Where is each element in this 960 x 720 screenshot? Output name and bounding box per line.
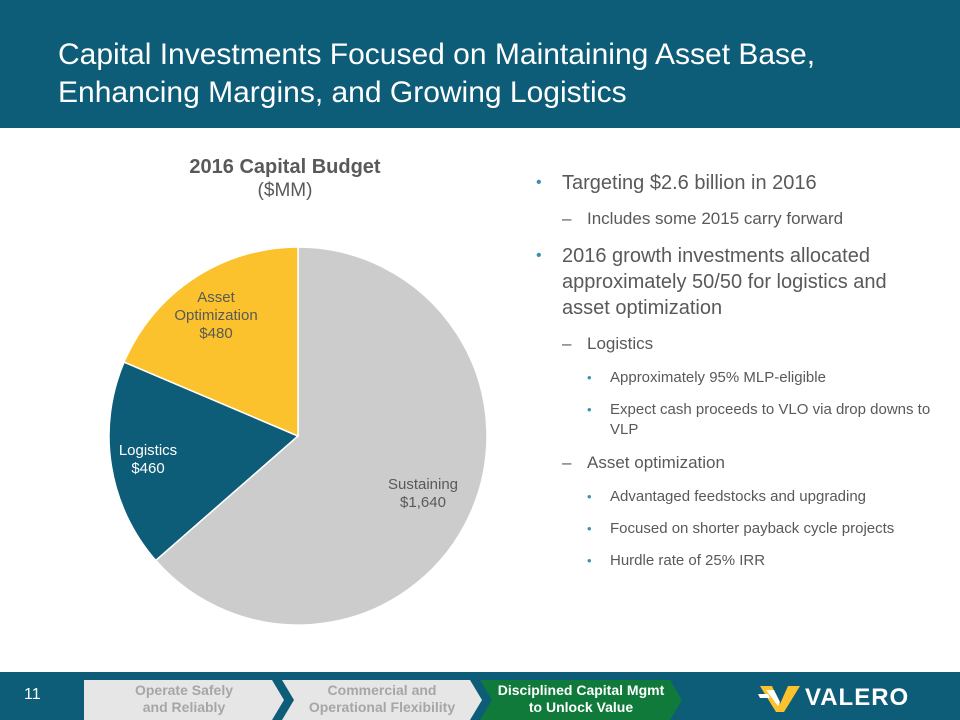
tab-label: Disciplined Capital Mgmt to Unlock Value (497, 682, 665, 715)
bullet-text: 2016 growth investments allocated approx… (562, 245, 887, 319)
dash-icon: – (562, 453, 572, 472)
bullet-text: Hurdle rate of 25% IRR (610, 552, 766, 569)
tab-label: Operate Safely and Reliably (134, 682, 234, 715)
chart-subtitle: ($MM) (257, 180, 313, 201)
asset-label-line-1: Asset (197, 289, 235, 306)
bullet-item: • 2016 growth investments allocated appro… (536, 243, 936, 321)
logistics-slice (108, 361, 300, 562)
tab-disciplined-capital[interactable]: Disciplined Capital Mgmt to Unlock Value (480, 680, 682, 720)
sub-sub-bullet-item: • Focused on shorter payback cycle projec… (536, 519, 936, 539)
asset-optimization-slice (123, 246, 299, 438)
bullet-dot-icon: • (587, 521, 592, 536)
footer-bar: 11 Operate Safely and Reliably Commercial… (0, 672, 960, 720)
bullet-item: • Targeting $2.6 billion in 2016 (536, 170, 936, 196)
bullet-text: Expect cash proceeds to VLO via drop dow… (610, 401, 931, 438)
sustaining-value-label: $1,640 (400, 494, 446, 511)
bullet-dot-icon: • (536, 247, 542, 264)
bullet-text: Includes some 2015 carry forward (587, 209, 844, 228)
tab-shape (84, 680, 284, 720)
sub-sub-bullet-item: • Advantaged feedstocks and upgrading (536, 487, 936, 507)
logistics-value-label: $460 (131, 460, 164, 477)
valero-v-logo-icon (758, 686, 800, 712)
sub-sub-bullet-item: • Hurdle rate of 25% IRR (536, 551, 936, 571)
bullet-list: • Targeting $2.6 billion in 2016 – Include… (536, 170, 936, 583)
sub-bullet-item: – Asset optimization (536, 452, 936, 474)
bullet-dot-icon: • (587, 402, 592, 417)
asset-label-line-2: Optimization (174, 307, 257, 324)
sub-sub-bullet-item: • Approximately 95% MLP-eligible (536, 368, 936, 388)
tab-commercial-flexibility[interactable]: Commercial and Operational Flexibility (282, 680, 482, 720)
valero-logo-text: VALERO (805, 684, 910, 711)
page-number: 11 (24, 686, 41, 703)
sub-bullet-item: – Logistics (536, 333, 936, 355)
logistics-label: Logistics (119, 442, 177, 459)
sub-sub-bullet-item: • Expect cash proceeds to VLO via drop do… (536, 400, 936, 440)
bullet-dot-icon: • (587, 489, 592, 504)
header-bar: Capital Investments Focused on Maintaini… (0, 0, 960, 128)
sustaining-slice (154, 246, 488, 626)
sustaining-label: Sustaining (388, 476, 458, 493)
bullet-dot-icon: • (536, 174, 542, 191)
dash-icon: – (562, 334, 572, 353)
asset-value-label: $480 (199, 325, 232, 342)
bullet-dot-icon: • (587, 553, 592, 568)
tab-shape (480, 680, 682, 720)
chart-title: 2016 Capital Budget (189, 156, 381, 178)
sub-bullet-item: – Includes some 2015 carry forward (536, 208, 936, 230)
bullet-text: Focused on shorter payback cycle project… (610, 520, 895, 537)
bullet-text: Targeting $2.6 billion in 2016 (562, 172, 817, 194)
bullet-text: Approximately 95% MLP-eligible (610, 369, 826, 386)
bullet-text: Logistics (587, 334, 654, 353)
bullet-text: Advantaged feedstocks and upgrading (610, 488, 867, 505)
bullet-text: Asset optimization (587, 453, 725, 472)
slide-title-line-2: Enhancing Margins, and Growing Logistics (58, 76, 627, 109)
tab-shape (282, 680, 482, 720)
tab-operate-safely[interactable]: Operate Safely and Reliably (84, 680, 284, 720)
dash-icon: – (562, 209, 572, 228)
tab-label: Commercial and Operational Flexibility (308, 682, 456, 715)
bullet-dot-icon: • (587, 370, 592, 385)
slide-title-line-1: Capital Investments Focused on Maintaini… (58, 38, 816, 71)
